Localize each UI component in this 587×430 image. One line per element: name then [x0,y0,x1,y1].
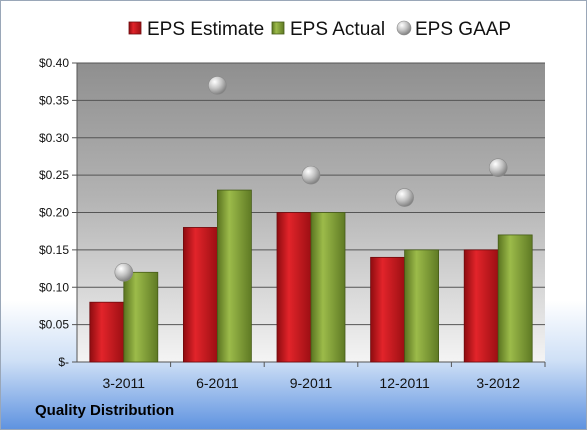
legend-label: EPS Estimate [147,19,264,40]
eps-gaap-marker [488,158,508,177]
eps-actual-bar [216,189,252,363]
x-tick-label: 3-2011 [103,375,146,391]
y-tick-label: $0.35 [39,93,69,107]
eps-gaap-marker [395,188,414,207]
eps-actual-bar [404,249,440,363]
eps-actual-bar [310,212,346,363]
x-tick-label: 6-2011 [196,375,239,391]
y-tick-label: $0.10 [39,280,69,294]
eps-actual-bar [497,234,533,363]
eps-estimate-bar [276,212,312,363]
eps-gaap-marker [208,76,227,95]
y-tick-label: $0.15 [39,243,69,257]
eps-estimate-bar [89,301,125,363]
eps-gaap-marker [301,165,321,185]
y-tick-label: $0.05 [39,318,69,332]
bars [89,189,533,363]
y-tick-label: $- [58,355,69,369]
legend-label: EPS GAAP [415,19,511,40]
y-tick-label: $0.30 [39,131,69,145]
x-tick-label: 3-2012 [476,375,520,391]
x-tick-label: 9-2011 [290,375,333,391]
gaap-markers [114,76,508,282]
eps-actual-bar [123,271,159,363]
eps-estimate-bar [370,256,406,363]
legend-swatch [271,21,285,35]
eps-gaap-marker [114,262,134,282]
legend-swatch [128,21,142,35]
y-tick-label: $0.25 [39,168,69,182]
axes: $- $0.05 $0.10 $0.15 $0.20 $0.25 $0.30 $0.35 $0.… [39,56,546,391]
x-tick-label: 12-2011 [379,375,430,391]
y-tick-label: $0.20 [39,206,69,220]
legend-swatch [396,20,412,36]
eps-estimate-bar [463,249,499,363]
legend-label: EPS Actual [290,19,385,40]
legend: EPS Estimate EPS Actual EPS GAAP [128,19,511,40]
company-label: Quality Distribution [35,402,175,419]
eps-estimate-bar [182,227,218,363]
y-tick-label: $0.40 [39,56,69,70]
